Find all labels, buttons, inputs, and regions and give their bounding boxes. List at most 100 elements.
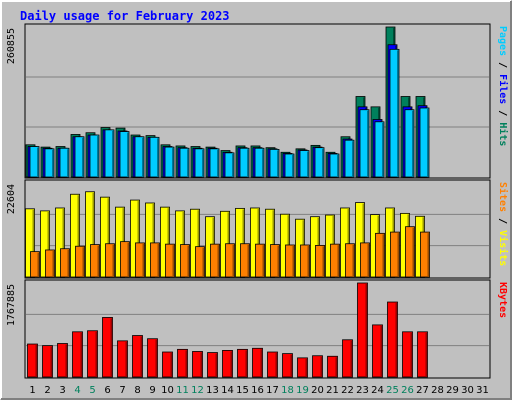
bar-face (27, 343, 38, 378)
bar-shadow (335, 357, 338, 377)
bar-face (420, 231, 430, 278)
day-label: 11 (176, 385, 189, 396)
bar-shadow (142, 137, 144, 177)
bar-sites-day-17 (270, 244, 280, 278)
bar-visits-day-9 (145, 202, 155, 278)
bar-shadow (50, 346, 53, 377)
legend-part: / (497, 104, 508, 122)
bar-sites-day-26 (405, 226, 415, 278)
bar-face (419, 107, 430, 178)
bar-visits-day-1 (25, 208, 35, 278)
bar-kbytes-day-5 (87, 330, 98, 378)
bar-sites-day-18 (285, 244, 295, 278)
bar-pages-day-2 (44, 148, 55, 178)
bar-face (312, 355, 323, 378)
bar-face (134, 136, 145, 178)
bar-shadow (217, 245, 220, 277)
bar-face (192, 351, 203, 378)
bar-shadow (292, 154, 294, 177)
bar-pages-day-14 (224, 152, 235, 178)
bar-kbytes-day-21 (327, 355, 338, 378)
bar-visits-day-2 (40, 210, 50, 278)
bar-sites-day-4 (75, 245, 85, 278)
bar-shadow (82, 137, 84, 177)
bar-pages-day-13 (209, 148, 220, 178)
bar-kbytes-day-25 (387, 301, 398, 378)
bar-kbytes-day-13 (207, 352, 218, 378)
bar-shadow (232, 153, 234, 177)
bar-face (265, 208, 275, 278)
bar-pages-day-18 (284, 153, 295, 178)
bar-face (100, 196, 110, 278)
legend-part: Hits (497, 122, 509, 146)
day-label: 9 (149, 385, 155, 396)
y-max-label: 260855 (6, 28, 17, 64)
bar-shadow (140, 336, 143, 377)
bar-face (285, 244, 295, 278)
bar-sites-day-22 (345, 243, 355, 278)
bar-face (160, 206, 170, 278)
day-label: 30 (461, 385, 474, 396)
bar-shadow (47, 211, 50, 277)
bar-kbytes-day-23 (357, 282, 368, 378)
bar-shadow (197, 210, 200, 277)
bar-shadow (77, 195, 80, 277)
bar-shadow (247, 244, 250, 277)
bar-face (177, 348, 188, 378)
day-label: 10 (161, 385, 174, 396)
bar-pages-day-21 (329, 153, 340, 178)
bar-face (25, 208, 35, 278)
bar-pages-day-9 (149, 136, 160, 178)
bar-pages-day-17 (269, 148, 280, 178)
bar-pages-day-16 (254, 147, 265, 178)
bar-kbytes-day-2 (42, 345, 53, 378)
bar-kbytes-day-17 (267, 351, 278, 378)
bar-shadow (367, 110, 369, 177)
bar-face (75, 245, 85, 278)
bar-face (130, 199, 140, 278)
bar-face (119, 131, 130, 178)
bar-shadow (247, 149, 249, 177)
bar-kbytes-day-9 (147, 338, 158, 378)
bar-face (405, 226, 415, 278)
day-label: 13 (206, 385, 219, 396)
bar-shadow (107, 198, 110, 277)
bar-visits-day-8 (130, 199, 140, 278)
bar-sites-day-23 (360, 242, 370, 278)
bar-face (345, 243, 355, 278)
bar-shadow (277, 245, 280, 277)
bar-face (70, 193, 80, 278)
bar-shadow (230, 351, 233, 377)
bar-shadow (152, 203, 155, 277)
bar-shadow (260, 349, 263, 377)
bar-face (225, 243, 235, 278)
bar-shadow (262, 245, 265, 277)
bar-face (329, 153, 340, 178)
bar-pages-day-11 (179, 147, 190, 178)
bar-pages-day-12 (194, 148, 205, 178)
bar-kbytes-day-10 (162, 351, 173, 378)
bar-sites-day-13 (210, 243, 220, 278)
bar-shadow (37, 147, 39, 177)
bar-pages-day-22 (344, 139, 355, 178)
bar-shadow (245, 350, 248, 377)
bar-shadow (110, 318, 113, 377)
bar-shadow (427, 108, 429, 177)
bar-shadow (322, 246, 325, 277)
bar-sites-day-14 (225, 243, 235, 278)
bar-shadow (167, 208, 170, 277)
bar-face (282, 353, 293, 378)
bar-visits-day-10 (160, 206, 170, 278)
bar-visits-day-23 (355, 202, 365, 278)
bar-face (150, 242, 160, 278)
bar-face (117, 340, 128, 378)
bar-shadow (290, 354, 293, 377)
bar-shadow (95, 331, 98, 377)
bar-sites-day-16 (255, 243, 265, 278)
bar-pages-day-25 (389, 48, 400, 178)
bar-face (300, 244, 310, 278)
bar-face (404, 109, 415, 178)
